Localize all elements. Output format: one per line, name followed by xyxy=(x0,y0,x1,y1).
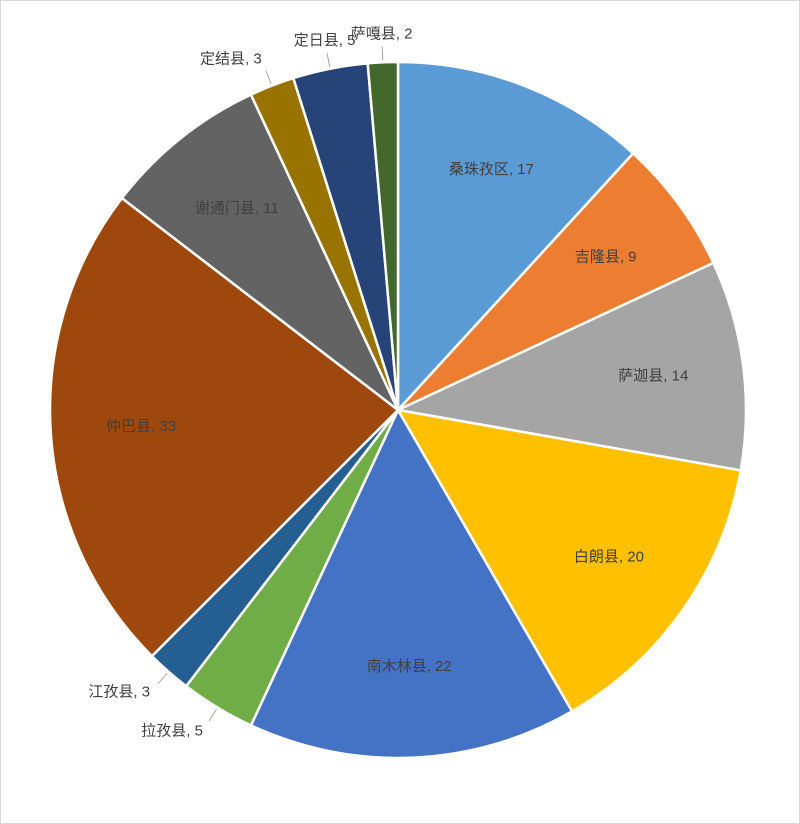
pie-slice xyxy=(393,261,748,472)
data-label: 仲巴县, 33 xyxy=(106,418,176,435)
pie-slice xyxy=(395,408,743,714)
leader-line xyxy=(381,46,384,61)
data-label: 定日县, 5 xyxy=(294,32,356,49)
leader-line xyxy=(265,70,272,84)
pie-slice xyxy=(397,151,716,412)
pie-slice xyxy=(396,60,635,414)
leader-line xyxy=(326,52,331,67)
data-label: 萨嘎县, 2 xyxy=(351,25,413,42)
data-label: 拉孜县, 5 xyxy=(141,722,203,739)
data-label: 谢通门县, 11 xyxy=(195,200,279,217)
leader-line xyxy=(157,672,168,684)
pie-slice xyxy=(366,60,400,411)
pie-slice xyxy=(48,196,400,658)
data-label: 定结县, 3 xyxy=(200,51,262,68)
data-label: 萨迦县, 14 xyxy=(618,367,688,384)
data-label: 白朗县, 20 xyxy=(574,549,644,566)
pie-slice xyxy=(120,92,400,411)
data-label: 南木林县, 22 xyxy=(367,658,452,675)
data-label: 吉隆县, 9 xyxy=(575,249,637,266)
leader-line xyxy=(208,708,217,722)
data-label: 江孜县, 3 xyxy=(88,684,150,701)
data-label: 桑珠孜区, 17 xyxy=(449,161,534,178)
pie-slice xyxy=(249,407,574,760)
